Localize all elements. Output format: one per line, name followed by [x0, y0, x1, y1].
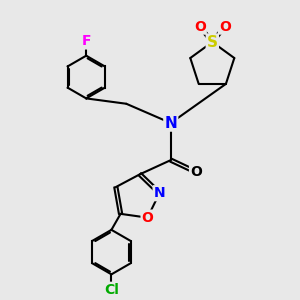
Text: S: S [207, 34, 218, 50]
Text: N: N [154, 186, 165, 200]
Text: O: O [219, 20, 231, 34]
Text: Cl: Cl [104, 283, 119, 297]
Text: F: F [82, 34, 91, 48]
Text: O: O [194, 20, 206, 34]
Text: O: O [190, 165, 202, 179]
Text: O: O [142, 211, 154, 225]
Text: N: N [164, 116, 177, 130]
